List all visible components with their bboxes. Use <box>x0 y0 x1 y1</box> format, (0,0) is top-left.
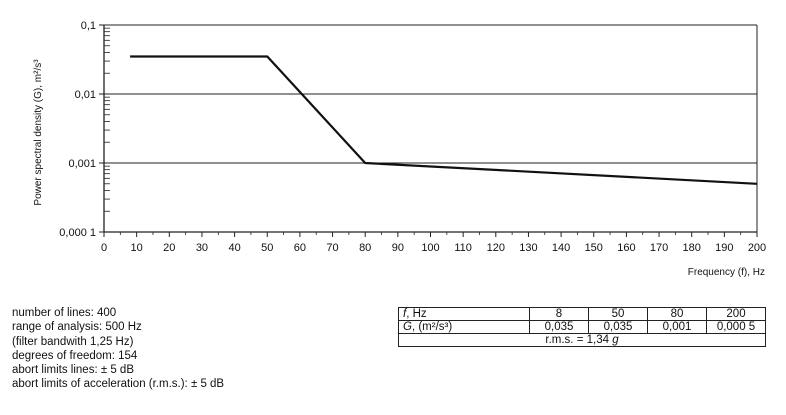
note-abort-lines: abort limits lines: ± 5 dB <box>12 364 134 377</box>
breakpoint-table: f, Hz 8 50 80 200 G, (m²/s³) 0,035 0,035… <box>398 307 766 347</box>
y-tick-label: 0,000 1 <box>59 227 96 239</box>
x-axis-ticks: 0 10 20 30 40 50 60 70 80 90 100 110 120 130 140 150 160… <box>101 232 766 254</box>
y-axis-title: Power spectral density (G), m²/s³ <box>33 59 44 206</box>
x-tick-label: 140 <box>552 242 570 254</box>
note-range: range of analysis: 500 Hz <box>12 321 142 334</box>
note-abort-acc: abort limits of acceleration (r.m.s.): ±… <box>12 378 225 391</box>
x-tick-label: 160 <box>617 242 635 254</box>
y-tick-label: 0,01 <box>75 89 96 101</box>
y-tick-label: 0,001 <box>68 158 96 170</box>
rms-value: r.m.s. = 1,34 g <box>398 333 766 347</box>
x-tick-label: 200 <box>748 242 766 254</box>
x-axis-title: Frequency (f), Hz <box>688 267 765 278</box>
y-axis-ticks: 0,1 0,01 0,001 0,000 1 <box>59 20 104 239</box>
x-tick-label: 20 <box>163 242 175 254</box>
note-filter: (filter bandwith 1,25 Hz) <box>12 335 134 348</box>
psd-cell: 0,001 <box>647 320 707 334</box>
psd-cell: 0,035 <box>529 320 589 334</box>
note-lines: number of lines: 400 <box>12 307 117 319</box>
x-tick-label: 40 <box>228 242 240 254</box>
series-layer <box>130 55 758 185</box>
freq-cell: 200 <box>706 307 766 321</box>
x-tick-label: 110 <box>454 242 472 254</box>
x-tick-label: 10 <box>131 242 143 254</box>
test-parameters: number of lines: 400 range of analysis: … <box>12 306 224 392</box>
x-tick-label: 150 <box>585 242 603 254</box>
x-tick-label: 30 <box>196 242 208 254</box>
x-tick-label: 70 <box>326 242 338 254</box>
x-tick-label: 130 <box>519 242 537 254</box>
minor-ticks <box>104 27 110 212</box>
psd-header: G, (m²/s³) <box>398 320 530 334</box>
x-tick-label: 60 <box>294 242 306 254</box>
freq-cell: 8 <box>529 307 589 321</box>
psd-cell: 0,000 5 <box>706 320 766 334</box>
freq-cell: 80 <box>647 307 707 321</box>
x-tick-label: 50 <box>261 242 273 254</box>
x-tick-label: 190 <box>715 242 733 254</box>
psd-line <box>130 55 758 185</box>
freq-cell: 50 <box>588 307 648 321</box>
table-row-psd: G, (m²/s³) 0,035 0,035 0,001 0,000 5 <box>398 320 766 334</box>
x-tick-label: 90 <box>392 242 404 254</box>
x-tick-label: 170 <box>650 242 668 254</box>
grid-lines <box>104 93 757 164</box>
table-row-frequency: f, Hz 8 50 80 200 <box>398 307 766 321</box>
table-row-rms: r.m.s. = 1,34 g <box>398 333 766 347</box>
y-tick-label: 0,1 <box>81 20 96 32</box>
psd-cell: 0,035 <box>588 320 648 334</box>
freq-header: f, Hz <box>398 307 530 321</box>
x-tick-label: 120 <box>487 242 505 254</box>
x-tick-label: 100 <box>421 242 439 254</box>
x-tick-label: 0 <box>101 242 107 254</box>
psd-chart: 0 10 20 30 40 50 60 70 80 90 100 110 120 130 140 150 160… <box>33 20 766 278</box>
x-tick-label: 180 <box>683 242 701 254</box>
x-tick-label: 80 <box>359 242 371 254</box>
note-dof: degrees of freedom: 154 <box>12 349 138 362</box>
